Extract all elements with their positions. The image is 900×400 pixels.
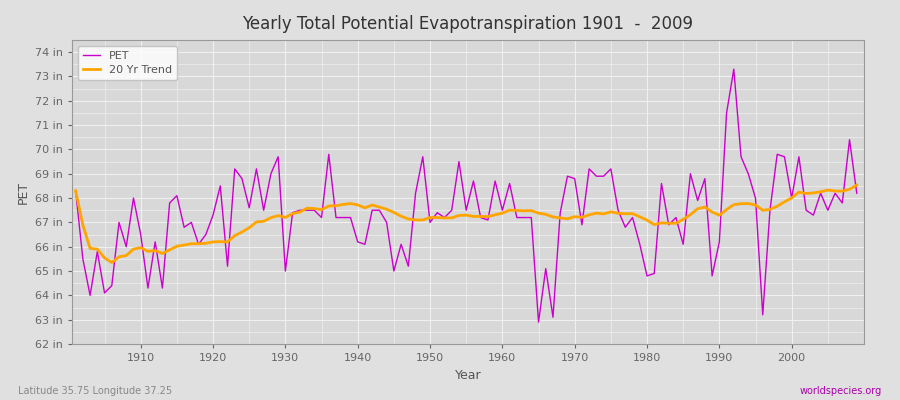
Line: 20 Yr Trend: 20 Yr Trend [76,185,857,262]
Title: Yearly Total Potential Evapotranspiration 1901  -  2009: Yearly Total Potential Evapotranspiratio… [242,15,694,33]
20 Yr Trend [591,211,602,216]
Legend: PET, 20 Yr Trend: PET, 20 Yr Trend [77,46,177,80]
PET [70,188,81,193]
Text: Latitude 35.75 Longitude 37.25: Latitude 35.75 Longitude 37.25 [18,386,172,396]
20 Yr Trend [106,260,117,265]
PET [490,179,500,184]
20 Yr Trend [135,245,146,250]
PET [330,215,341,220]
20 Yr Trend [851,183,862,188]
20 Yr Trend [338,202,348,207]
X-axis label: Year: Year [454,368,482,382]
20 Yr Trend [70,188,81,193]
PET [728,67,739,72]
PET [591,174,602,178]
PET [497,208,508,213]
20 Yr Trend [294,210,305,214]
Y-axis label: PET: PET [16,180,30,204]
Text: worldspecies.org: worldspecies.org [800,386,882,396]
PET [533,320,544,324]
20 Yr Trend [504,208,515,212]
PET [287,210,298,215]
PET [851,191,862,196]
20 Yr Trend [497,211,508,216]
PET [128,196,139,200]
Line: PET: PET [76,69,857,322]
